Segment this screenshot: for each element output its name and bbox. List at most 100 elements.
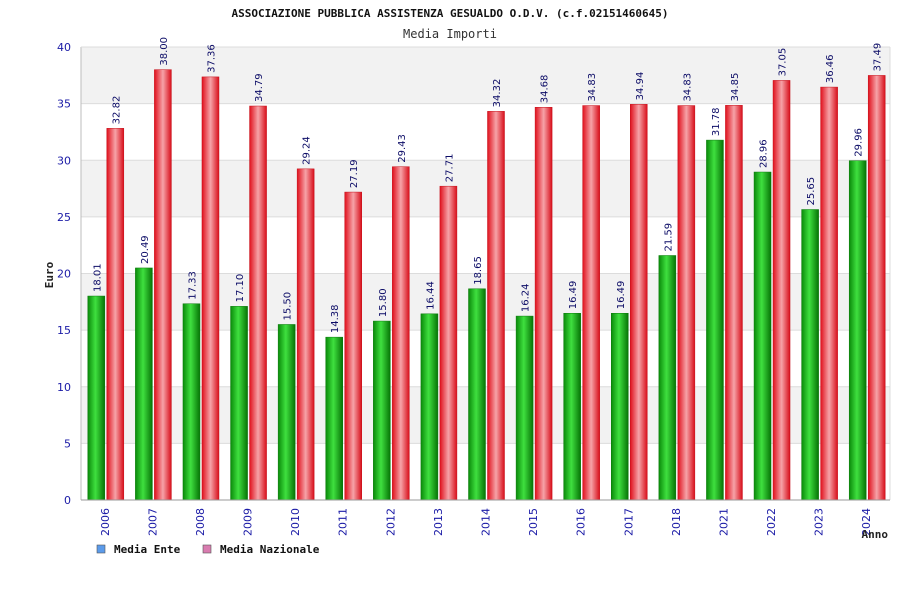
bar-media-nazionale xyxy=(867,75,886,501)
bar-media-ente xyxy=(658,255,677,501)
bar-media-nazionale xyxy=(439,185,458,501)
x-axis-label: Anno xyxy=(862,528,889,541)
data-label: 34.83 xyxy=(587,73,598,102)
x-tick-label: 2013 xyxy=(432,508,445,536)
x-tick-label: 2015 xyxy=(527,508,540,536)
data-label: 17.10 xyxy=(235,274,246,303)
y-tick-label: 20 xyxy=(57,268,71,281)
bar-media-ente xyxy=(135,267,153,501)
y-tick-label: 25 xyxy=(57,211,71,224)
data-label: 29.96 xyxy=(854,128,865,157)
bar-media-nazionale xyxy=(820,86,838,501)
x-tick-label: 2014 xyxy=(480,508,493,536)
y-tick-label: 5 xyxy=(64,437,71,450)
bar-media-nazionale xyxy=(154,69,172,501)
bar-media-ente xyxy=(706,139,724,501)
data-label: 18.65 xyxy=(473,256,484,285)
data-label: 37.49 xyxy=(873,43,884,72)
data-label: 36.46 xyxy=(825,54,836,83)
bar-media-ente xyxy=(468,288,486,501)
bar-media-ente xyxy=(848,160,867,501)
y-tick-label: 40 xyxy=(57,41,71,54)
data-label: 29.43 xyxy=(397,134,408,163)
data-label: 27.71 xyxy=(444,154,455,183)
data-labels: 18.01 32.82 20.49 38.00 17.33 37.36 17.10 34.79… xyxy=(92,37,883,333)
y-tick-label: 15 xyxy=(57,324,71,337)
bar-media-nazionale xyxy=(725,105,743,501)
bar-media-ente xyxy=(325,336,343,501)
x-tick-label: 2012 xyxy=(384,508,397,536)
bar-media-nazionale xyxy=(582,105,600,501)
x-axis: 2006 2007 2008 2009 2010 2011 2012 2013 2014 2015… xyxy=(81,499,890,536)
x-tick-label: 2011 xyxy=(337,508,350,536)
x-tick-label: 2007 xyxy=(146,508,159,536)
data-label: 37.36 xyxy=(206,44,217,73)
x-tick-label: 2009 xyxy=(242,508,255,536)
data-label: 34.79 xyxy=(254,73,265,102)
y-tick-label: 35 xyxy=(57,98,71,111)
legend-label-media-ente: Media Ente xyxy=(114,543,181,556)
data-label: 16.49 xyxy=(616,281,627,310)
bar-media-nazionale xyxy=(106,128,125,501)
y-axis-label: Euro xyxy=(43,261,56,288)
bar-media-nazionale xyxy=(487,111,505,501)
bar-media-ente xyxy=(563,313,581,501)
y-tick-label: 10 xyxy=(57,381,71,394)
bar-media-nazionale xyxy=(201,76,220,501)
legend-swatch-media-nazionale xyxy=(202,544,212,554)
data-label: 16.44 xyxy=(425,281,436,310)
bar-media-nazionale xyxy=(249,105,267,501)
data-label: 17.33 xyxy=(187,271,198,300)
x-tick-label: 2024 xyxy=(860,508,873,536)
legend-swatch-media-ente xyxy=(96,544,106,554)
bar-media-ente xyxy=(373,320,391,501)
bar-media-nazionale xyxy=(296,168,315,501)
data-label: 27.19 xyxy=(349,159,360,188)
data-label: 34.32 xyxy=(492,79,503,108)
x-tick-label: 2017 xyxy=(622,508,635,536)
data-label: 38.00 xyxy=(159,37,170,66)
data-label: 34.68 xyxy=(540,75,551,104)
data-label: 25.65 xyxy=(806,177,817,206)
chart-subtitle: Media Importi xyxy=(403,27,497,41)
data-label: 34.85 xyxy=(730,73,741,102)
bar-media-ente xyxy=(753,171,772,501)
bar-media-ente xyxy=(277,324,296,501)
y-axis: 0 5 10 15 20 25 30 35 40 xyxy=(57,41,891,507)
x-tick-label: 2008 xyxy=(194,508,207,536)
data-label: 15.50 xyxy=(283,292,294,321)
y-tick-label: 0 xyxy=(64,494,71,507)
x-tick-label: 2010 xyxy=(289,508,302,536)
bar-media-ente xyxy=(420,313,439,501)
x-tick-label: 2018 xyxy=(670,508,683,536)
data-label: 32.82 xyxy=(111,96,122,125)
data-label: 31.78 xyxy=(711,107,722,136)
data-label: 37.05 xyxy=(778,48,789,77)
bar-media-nazionale xyxy=(630,104,648,501)
bar-media-ente xyxy=(611,313,629,501)
data-label: 15.80 xyxy=(378,288,389,317)
data-label: 28.96 xyxy=(759,139,770,168)
data-label: 16.24 xyxy=(521,283,532,312)
x-tick-label: 2022 xyxy=(765,508,778,536)
x-tick-label: 2021 xyxy=(717,508,730,536)
bar-media-ente xyxy=(182,303,201,501)
legend: Media Ente Media Nazionale xyxy=(96,543,320,556)
data-label: 16.49 xyxy=(568,281,579,310)
chart-title: ASSOCIAZIONE PUBBLICA ASSISTENZA GESUALD… xyxy=(231,7,668,20)
x-tick-label: 2006 xyxy=(99,508,112,536)
bar-media-ente xyxy=(515,315,534,501)
bar-media-nazionale xyxy=(772,80,791,501)
bar-media-nazionale xyxy=(677,105,696,501)
bar-media-ente xyxy=(801,209,819,501)
x-tick-label: 2023 xyxy=(813,508,826,536)
data-label: 29.24 xyxy=(302,136,313,165)
data-label: 14.38 xyxy=(330,305,341,334)
y-tick-label: 30 xyxy=(57,154,71,167)
bar-media-nazionale xyxy=(344,191,362,501)
data-label: 34.83 xyxy=(682,73,693,102)
bar-media-ente xyxy=(230,306,248,501)
data-label: 21.59 xyxy=(663,223,674,252)
bar-media-nazionale xyxy=(534,106,553,501)
